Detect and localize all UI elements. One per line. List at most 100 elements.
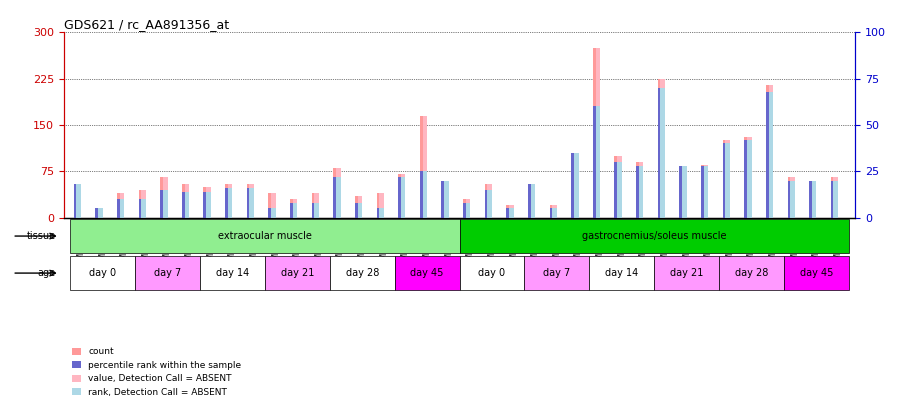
Bar: [441, 181, 444, 217]
Bar: [270, 208, 276, 217]
Bar: [314, 203, 318, 217]
Bar: [96, 208, 98, 217]
Text: extraocular muscle: extraocular muscle: [217, 231, 312, 241]
Bar: [138, 190, 141, 217]
Text: day 45: day 45: [410, 268, 444, 278]
Bar: [117, 193, 120, 217]
Bar: [595, 107, 601, 217]
Bar: [787, 177, 790, 217]
Bar: [314, 193, 318, 217]
Bar: [744, 137, 747, 217]
Text: day 21: day 21: [670, 268, 703, 278]
Bar: [573, 153, 579, 217]
Bar: [290, 199, 293, 217]
Bar: [379, 193, 384, 217]
Text: day 14: day 14: [605, 268, 639, 278]
Bar: [660, 88, 665, 217]
Bar: [506, 208, 509, 217]
FancyBboxPatch shape: [460, 256, 524, 290]
Bar: [140, 199, 146, 217]
Bar: [225, 188, 228, 217]
Bar: [508, 208, 513, 217]
Bar: [551, 208, 557, 217]
Bar: [248, 183, 254, 217]
Text: day 21: day 21: [280, 268, 314, 278]
Bar: [290, 203, 293, 217]
Bar: [206, 192, 211, 217]
Bar: [333, 177, 336, 217]
Bar: [701, 166, 703, 217]
Bar: [485, 190, 488, 217]
Bar: [506, 205, 509, 217]
Bar: [355, 203, 358, 217]
Bar: [703, 165, 708, 217]
Bar: [658, 88, 661, 217]
Bar: [680, 166, 682, 217]
Bar: [162, 190, 167, 217]
Bar: [227, 183, 232, 217]
Bar: [76, 184, 81, 217]
Bar: [248, 188, 254, 217]
Bar: [660, 79, 665, 217]
Bar: [550, 208, 552, 217]
Bar: [184, 183, 189, 217]
Bar: [790, 177, 794, 217]
Bar: [465, 199, 470, 217]
Bar: [530, 184, 535, 217]
Bar: [465, 203, 470, 217]
Bar: [790, 181, 794, 217]
Bar: [335, 168, 340, 217]
Bar: [377, 193, 379, 217]
Bar: [616, 156, 622, 217]
Bar: [723, 143, 725, 217]
Bar: [335, 177, 340, 217]
Bar: [550, 205, 552, 217]
FancyBboxPatch shape: [590, 256, 654, 290]
Bar: [441, 183, 444, 217]
Bar: [508, 205, 513, 217]
Bar: [119, 199, 125, 217]
Bar: [703, 166, 708, 217]
FancyBboxPatch shape: [654, 256, 719, 290]
Bar: [96, 208, 98, 217]
Bar: [206, 187, 211, 217]
Bar: [421, 171, 427, 217]
Bar: [768, 92, 774, 217]
Bar: [247, 188, 249, 217]
FancyBboxPatch shape: [395, 256, 460, 290]
FancyBboxPatch shape: [524, 256, 590, 290]
Bar: [117, 199, 120, 217]
Bar: [247, 183, 249, 217]
Bar: [270, 193, 276, 217]
Bar: [487, 183, 492, 217]
Bar: [833, 177, 838, 217]
Text: tissue: tissue: [26, 231, 56, 241]
Bar: [443, 183, 449, 217]
Bar: [182, 183, 185, 217]
Bar: [658, 79, 661, 217]
Text: gastrocnemius/soleus muscle: gastrocnemius/soleus muscle: [582, 231, 726, 241]
Bar: [357, 203, 362, 217]
Bar: [420, 171, 422, 217]
Bar: [638, 162, 643, 217]
Bar: [636, 162, 639, 217]
Bar: [119, 193, 125, 217]
Bar: [811, 181, 816, 217]
Bar: [766, 85, 769, 217]
Bar: [160, 190, 163, 217]
Bar: [162, 177, 167, 217]
Bar: [768, 85, 774, 217]
Text: day 0: day 0: [479, 268, 506, 278]
Bar: [204, 192, 207, 217]
Bar: [400, 174, 406, 217]
FancyBboxPatch shape: [70, 220, 460, 253]
Bar: [592, 48, 595, 217]
Bar: [833, 181, 838, 217]
Bar: [831, 181, 834, 217]
Bar: [571, 153, 574, 217]
Bar: [551, 205, 557, 217]
Bar: [595, 48, 601, 217]
FancyBboxPatch shape: [460, 220, 849, 253]
Bar: [355, 196, 358, 217]
Bar: [421, 116, 427, 217]
